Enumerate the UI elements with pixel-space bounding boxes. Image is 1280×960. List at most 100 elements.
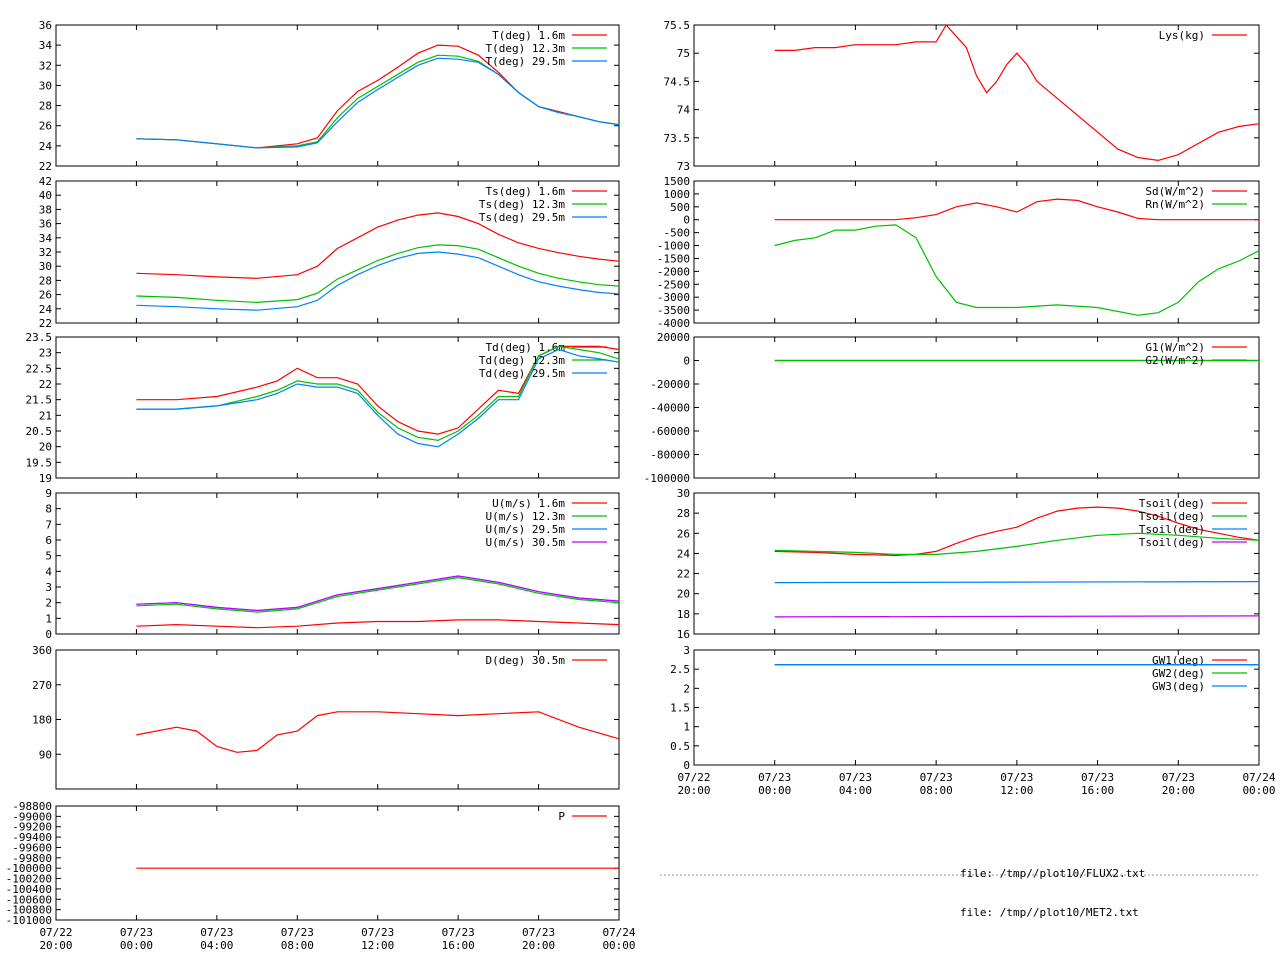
y-tick-label: 0: [45, 628, 52, 641]
y-tick-label: -99000: [12, 810, 52, 823]
panel-rad: -4000-3500-3000-2500-2000-1500-1000-5000…: [657, 175, 1260, 330]
x-tick-time: 16:00: [1081, 784, 1114, 797]
y-tick-label: 1500: [664, 175, 691, 188]
y-tick-label: -99200: [12, 821, 52, 834]
legend-label: GW3(deg): [1152, 680, 1205, 693]
y-tick-label: 1.5: [670, 702, 690, 715]
x-tick-date: 07/23: [281, 926, 314, 939]
legend-label: U(m/s) 30.5m: [486, 536, 566, 549]
y-tick-label: 0: [683, 759, 690, 772]
y-tick-label: 24: [677, 547, 691, 560]
series-line-t-0: [136, 44, 620, 149]
panel-frame: [55, 24, 620, 167]
y-tick-label: 23: [39, 347, 52, 360]
y-tick-label: 26: [39, 289, 52, 302]
y-tick-label: 30: [39, 260, 52, 273]
y-tick-label: 9: [45, 487, 52, 500]
y-tick-label: -80000: [650, 449, 690, 462]
y-tick-label: 90: [39, 748, 52, 761]
y-tick-label: 6: [45, 534, 52, 547]
series-line-ts-2: [136, 251, 620, 311]
panel-d: 90 180 270 360 D(deg) 30.5m: [32, 644, 620, 790]
y-tick-label: 20: [39, 441, 52, 454]
y-tick-label: 20: [677, 588, 690, 601]
x-tick-date: 07/23: [120, 926, 153, 939]
y-tick-label: 22: [39, 378, 52, 391]
x-tick-time: 00:00: [602, 939, 635, 952]
y-tick-label: 19: [39, 472, 52, 485]
y-tick-label: 8: [45, 503, 52, 516]
x-tick-time: 20:00: [1162, 784, 1195, 797]
panel-p: -101000-100800-100600-100400-100200-1000…: [6, 800, 636, 952]
legend-label: T(deg) 12.3m: [486, 42, 566, 55]
file-line-1: file: /tmp//plot10/FLUX2.txt: [960, 867, 1146, 880]
y-tick-label: -100800: [6, 904, 52, 917]
y-tick-label: 18: [677, 608, 690, 621]
y-tick-label: 0: [683, 355, 690, 368]
legend-label: Ts(deg) 29.5m: [479, 211, 565, 224]
series-line-rad-1: [774, 224, 1260, 316]
legend-label: GW1(deg): [1152, 654, 1205, 667]
x-tick-time: 12:00: [361, 939, 394, 952]
y-tick-label: 75: [677, 47, 690, 60]
y-tick-label: 2: [45, 597, 52, 610]
series-line-rad-0: [774, 198, 1259, 221]
legend-label: Ts(deg) 12.3m: [479, 198, 565, 211]
y-tick-label: 30: [677, 487, 690, 500]
y-tick-label: 28: [39, 274, 52, 287]
legend-label: Rn(W/m^2): [1145, 198, 1205, 211]
y-tick-label: 21.5: [26, 394, 53, 407]
legend-label: Td(deg) 1.6m: [486, 341, 566, 354]
y-tick-label: 22.5: [26, 362, 53, 375]
panel-frame: [693, 180, 1260, 324]
y-tick-label: -99800: [12, 852, 52, 865]
x-tick-time: 20:00: [522, 939, 555, 952]
x-tick-date: 07/23: [920, 771, 953, 784]
y-tick-label: -3500: [657, 304, 690, 317]
series-line-u-3: [136, 575, 620, 612]
y-tick-label: -2500: [657, 278, 690, 291]
panel-frame: [693, 492, 1260, 635]
x-tick-date: 07/23: [522, 926, 555, 939]
y-tick-label: 42: [39, 175, 52, 188]
file-info: file: /tmp//plot10/FLUX2.txt file: /tmp/…: [960, 841, 1145, 932]
y-tick-label: -100000: [6, 862, 52, 875]
series-line-u-0: [136, 619, 620, 629]
panel-lys: 73 73.5 74 74.5 75 75.5 Lys(kg): [664, 19, 1260, 173]
x-tick-time: 04:00: [839, 784, 872, 797]
legend-label: T(deg) 1.6m: [492, 29, 565, 42]
series-line-u-1: [136, 576, 620, 613]
y-tick-label: 270: [32, 679, 52, 692]
y-tick-label: -99400: [12, 831, 52, 844]
y-tick-label: 1000: [664, 188, 691, 201]
legend-label: GW2(deg): [1152, 667, 1205, 680]
y-tick-label: -101000: [6, 914, 52, 927]
file-line-2: file: /tmp//plot10/MET2.txt: [960, 906, 1139, 919]
legend-label: Tsoil(deg): [1139, 497, 1205, 510]
legend-label: Td(deg) 12.3m: [479, 354, 565, 367]
y-tick-label: 22: [677, 568, 690, 581]
y-tick-label: 21: [39, 409, 52, 422]
series-line-td-2: [136, 348, 620, 448]
x-tick-date: 07/23: [1162, 771, 1195, 784]
y-tick-label: 24: [39, 303, 53, 316]
x-tick-date: 07/23: [1081, 771, 1114, 784]
panel-frame: [693, 24, 1260, 167]
y-tick-label: -4000: [657, 317, 690, 330]
legend-label: U(m/s) 1.6m: [492, 497, 565, 510]
series-line-t-1: [136, 54, 620, 149]
y-tick-label: 26: [39, 120, 52, 133]
y-tick-label: -99600: [12, 841, 52, 854]
x-tick-date: 07/23: [442, 926, 475, 939]
y-tick-label: 73: [677, 160, 690, 173]
y-tick-label: 1: [683, 721, 690, 734]
y-tick-label: -40000: [650, 402, 690, 415]
legend-label: Lys(kg): [1159, 29, 1205, 42]
x-tick-time: 20:00: [39, 939, 72, 952]
y-tick-label: 360: [32, 644, 52, 657]
x-tick-date: 07/24: [1242, 771, 1275, 784]
panel-td: 19 19.5 20 20.5 21 21.5 22 22.5 23 23.5 Td(deg) 1.…: [26, 331, 620, 485]
y-tick-label: 24: [39, 140, 53, 153]
y-tick-label: 0.5: [670, 740, 690, 753]
legend-label: Td(deg) 29.5m: [479, 367, 565, 380]
